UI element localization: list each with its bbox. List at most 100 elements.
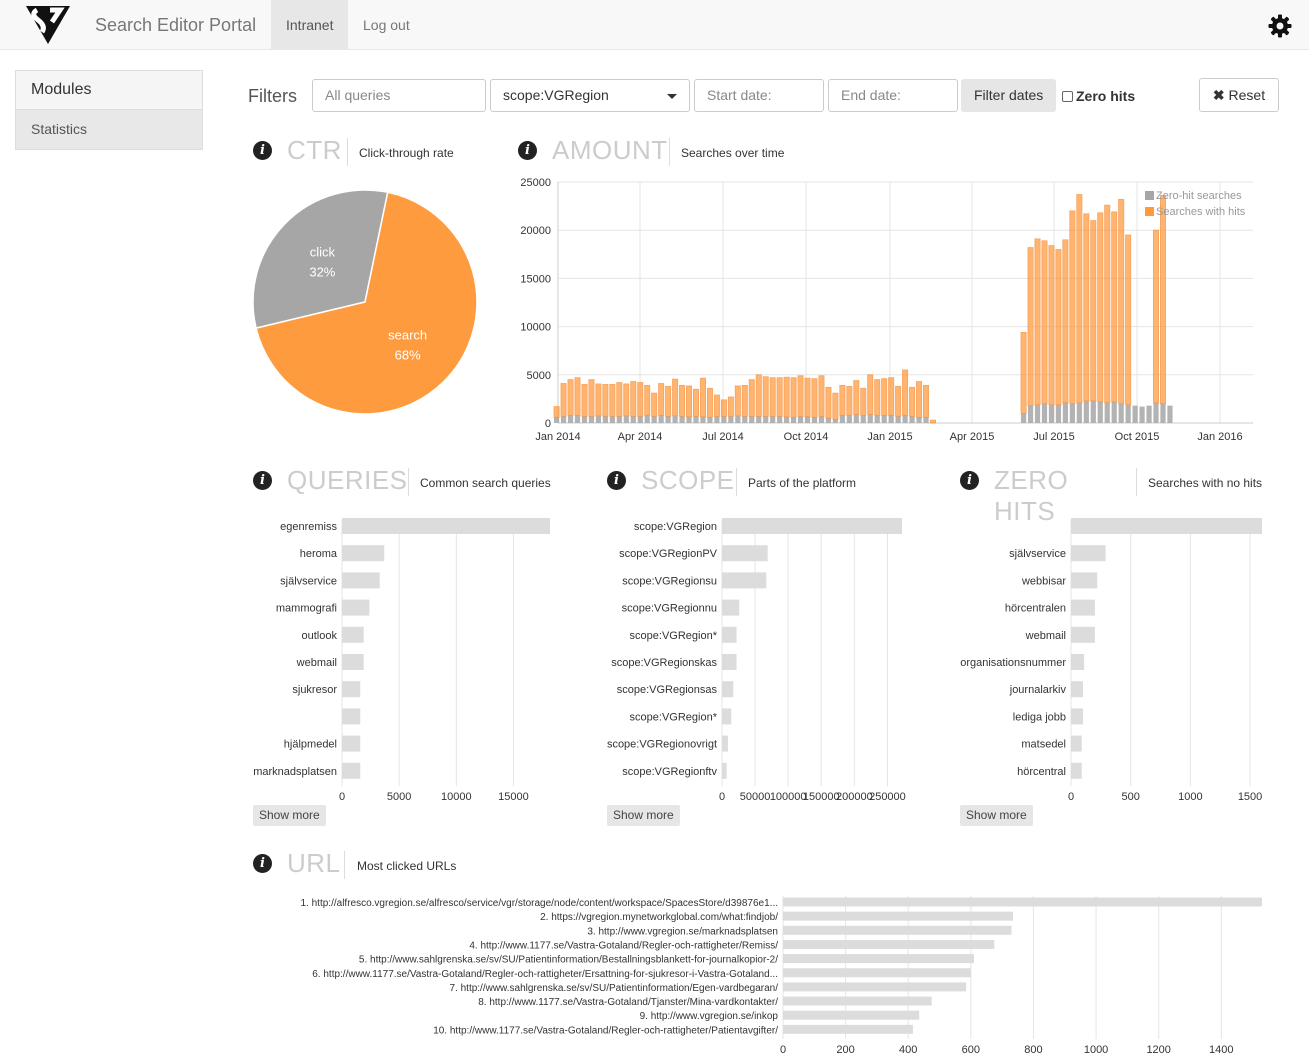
zero-hits-bar-chart: 0 500 1000 1500 självservice webbisar hörcentr… <box>960 518 1262 803</box>
filters-label: Filters <box>248 86 297 106</box>
bar-zero-hit <box>832 419 838 423</box>
logo-icon[interactable] <box>24 4 72 46</box>
brand-title[interactable]: Search Editor Portal <box>95 15 257 35</box>
bar-searches-with-hits <box>560 383 567 417</box>
sidebar-heading-modules: Modules <box>15 70 203 110</box>
x-tick-label: 10000 <box>441 791 472 803</box>
bar-searches-with-hits <box>616 382 623 417</box>
bar <box>342 545 385 562</box>
divider <box>347 138 348 166</box>
bar-searches-with-hits <box>727 396 734 417</box>
scope-select[interactable]: scope:VGRegion <box>490 79 690 112</box>
bar-label: scope:VGRegionPV <box>619 548 717 560</box>
bar <box>1071 545 1106 562</box>
nav-logout[interactable]: Log out <box>363 17 410 33</box>
x-tick-label: 1400 <box>1209 1044 1233 1056</box>
bar-zero-hit <box>909 416 915 423</box>
bar-searches-with-hits <box>581 384 588 417</box>
x-tick-label: 50000 <box>740 791 771 803</box>
nav-intranet[interactable]: Intranet <box>271 0 349 50</box>
scope-show-more-button[interactable]: Show more <box>607 805 680 826</box>
pie-label: search <box>388 327 427 342</box>
start-date-input[interactable]: Start date: <box>694 79 824 112</box>
bar-searches-with-hits <box>1111 211 1118 403</box>
scope-select-value: scope:VGRegion <box>503 87 609 103</box>
bar-zero-hit <box>1027 405 1034 423</box>
bar-label: 3. http://www.vgregion.se/marknadsplatse… <box>587 926 778 937</box>
bar <box>722 572 767 589</box>
bar-zero-hit <box>818 416 825 423</box>
bar-searches-with-hits <box>567 379 574 416</box>
bar-zero-hit <box>616 416 622 423</box>
zero-hits-show-more-button[interactable]: Show more <box>960 805 1033 826</box>
divider <box>344 851 345 879</box>
bar-searches-with-hits <box>1034 238 1041 406</box>
bar-searches-with-hits <box>762 376 769 417</box>
query-input[interactable]: All queries <box>312 79 486 112</box>
x-tick-label: 1000 <box>1178 791 1202 803</box>
info-icon[interactable]: i <box>253 141 272 160</box>
info-icon[interactable]: i <box>960 471 979 490</box>
gear-icon[interactable] <box>1268 14 1292 38</box>
bar-searches-with-hits <box>769 377 776 417</box>
bar-label: mammografi <box>276 603 337 615</box>
bar-searches-with-hits <box>574 377 581 416</box>
section-title: ZERO HITS <box>994 465 1069 526</box>
bar-searches-with-hits <box>818 375 825 417</box>
x-tick-label: 1000 <box>1084 1044 1108 1056</box>
bar-zero-hit <box>1076 402 1082 423</box>
end-date-input[interactable]: End date: <box>828 79 958 112</box>
bar-zero-hit <box>651 416 657 423</box>
bar-label: scope:VGRegion* <box>630 630 718 642</box>
queries-show-more-button[interactable]: Show more <box>253 805 326 826</box>
bar-zero-hit <box>867 414 873 423</box>
bar <box>783 897 1262 907</box>
bar-zero-hit <box>860 415 866 423</box>
bar <box>342 572 380 589</box>
y-tick-label: 15000 <box>520 273 551 285</box>
x-tick-label: 1200 <box>1146 1044 1170 1056</box>
info-icon[interactable]: i <box>253 471 272 490</box>
bar-zero-hit <box>658 415 664 423</box>
filter-dates-button[interactable]: Filter dates <box>961 79 1057 112</box>
info-icon[interactable]: i <box>518 141 537 160</box>
x-tick-label: 600 <box>962 1044 980 1056</box>
bar-zero-hit <box>602 416 608 423</box>
bar-zero-hit <box>574 415 581 423</box>
x-tick-label: 800 <box>1024 1044 1042 1056</box>
zero-hits-toggle[interactable]: Zero hits <box>1062 88 1135 104</box>
bar-zero-hit <box>1153 402 1159 423</box>
pie-percent: 68% <box>395 347 421 362</box>
bar-zero-hit <box>763 416 769 423</box>
bar-searches-with-hits <box>916 381 923 418</box>
info-icon[interactable]: i <box>607 471 626 490</box>
bar-label: 5. http://www.sahlgrenska.se/sv/SU/Patie… <box>359 955 778 966</box>
info-icon[interactable]: i <box>253 854 272 873</box>
bar-zero-hit <box>770 416 776 423</box>
bar <box>1071 708 1083 725</box>
bar-label: 4. http://www.1177.se/Vastra-Gotaland/Re… <box>469 940 778 951</box>
x-tick-label: 150000 <box>803 791 840 803</box>
section-subtitle: Most clicked URLs <box>357 859 457 873</box>
bar-searches-with-hits <box>874 379 881 416</box>
zero-hits-checkbox[interactable] <box>1062 91 1073 102</box>
bar-zero-hit <box>728 416 734 423</box>
bar-label: organisationsnummer <box>960 657 1066 669</box>
bar-searches-with-hits <box>595 383 602 417</box>
sidebar-item-statistics[interactable]: Statistics <box>15 110 203 150</box>
bar-zero-hit <box>784 416 790 423</box>
bar-searches-with-hits <box>658 383 665 416</box>
bar-label: webmail <box>1025 630 1066 642</box>
x-tick-label: 0 <box>780 1044 786 1056</box>
bar <box>783 954 974 964</box>
bar-label: 2. https://vgregion.mynetworkglobal.com/… <box>540 912 778 923</box>
bar-label: 1. http://alfresco.vgregion.se/alfresco/… <box>301 898 779 909</box>
reset-button[interactable]: ✖ Reset <box>1199 78 1279 112</box>
bar-searches-with-hits <box>1097 212 1104 403</box>
bar <box>783 982 967 992</box>
bar-zero-hit <box>874 415 880 423</box>
bar-searches-with-hits <box>637 382 644 417</box>
close-icon: ✖ <box>1212 87 1225 103</box>
bar-searches-with-hits <box>776 377 783 417</box>
bar-zero-hit <box>1062 402 1069 423</box>
